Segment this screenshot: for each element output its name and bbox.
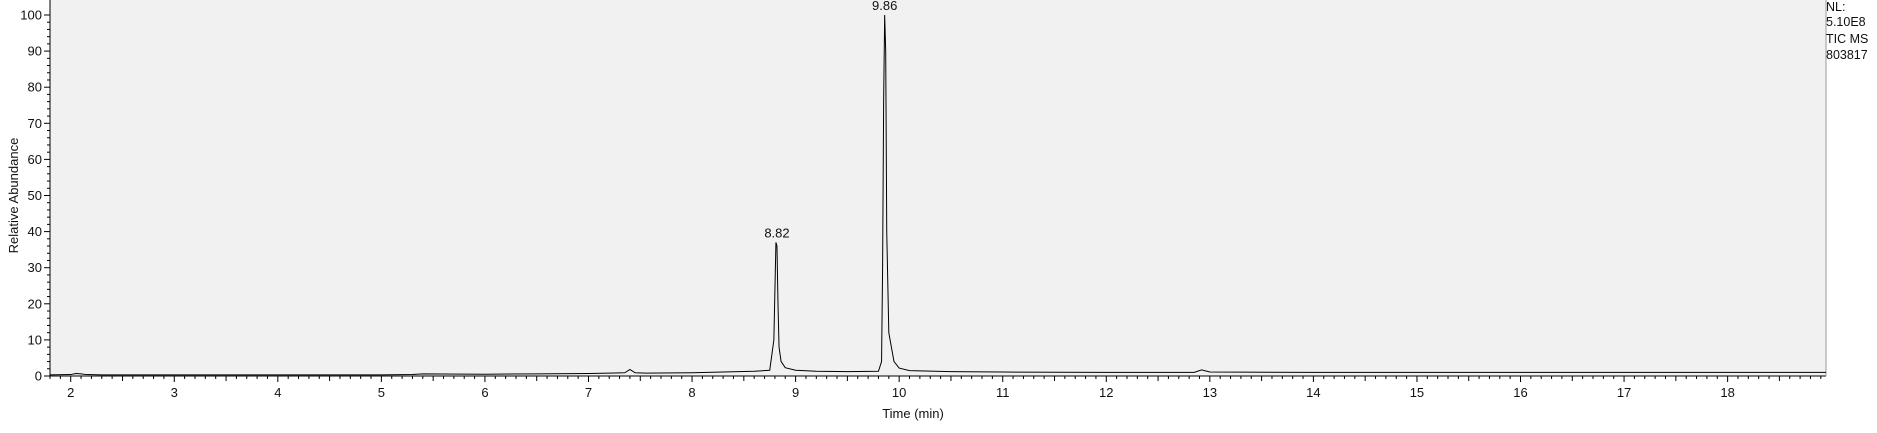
y-tick-label: 90	[28, 44, 42, 59]
y-tick-label: 80	[28, 80, 42, 95]
x-axis-title: Time (min)	[882, 406, 944, 421]
y-axis-title: Relative Abundance	[6, 138, 21, 254]
x-tick-label: 17	[1617, 385, 1631, 400]
peak-label: 9.86	[872, 0, 897, 13]
x-tick-label: 4	[274, 385, 281, 400]
x-tick-label: 11	[996, 385, 1010, 400]
x-tick-label: 14	[1306, 385, 1320, 400]
y-tick-label: 40	[28, 224, 42, 239]
y-tick-label: 100	[20, 8, 42, 23]
x-axis: 2 3 4 5 6 7 8 9 10 11 12 13 14 15 16 17 18	[49, 0, 1827, 400]
y-tick-label: 0	[35, 369, 42, 384]
file-id: 803817	[1826, 48, 1868, 62]
peak-labels: 8.82 9.86	[764, 0, 897, 240]
nl-value: 5.10E8	[1826, 15, 1866, 29]
x-tick-label: 9	[792, 385, 799, 400]
x-tick-label: 16	[1513, 385, 1527, 400]
x-tick-label: 6	[481, 385, 488, 400]
x-tick-label: 2	[67, 385, 74, 400]
x-tick-label: 7	[585, 385, 592, 400]
y-axis: 0 10 20 30 40 50 60 70 80 90 100	[20, 0, 51, 384]
x-tick-label: 5	[378, 385, 385, 400]
y-tick-label: 30	[28, 260, 42, 275]
peak-label: 8.82	[764, 225, 789, 240]
plot-area	[50, 0, 1826, 376]
nl-label: NL:	[1826, 0, 1846, 14]
x-tick-label: 8	[688, 385, 695, 400]
x-tick-label: 13	[1203, 385, 1217, 400]
y-tick-label: 20	[28, 296, 42, 311]
y-tick-label: 10	[28, 332, 42, 347]
y-tick-label: 60	[28, 152, 42, 167]
x-tick-label: 3	[171, 385, 178, 400]
y-tick-label: 70	[28, 116, 42, 131]
chromatogram-trace	[49, 14, 1826, 376]
x-tick-label: 15	[1410, 385, 1424, 400]
x-tick-label: 18	[1720, 385, 1734, 400]
y-tick-label: 50	[28, 188, 42, 203]
x-tick-label: 12	[1099, 385, 1113, 400]
x-tick-label: 10	[892, 385, 906, 400]
scan-type: TIC MS	[1826, 32, 1869, 46]
